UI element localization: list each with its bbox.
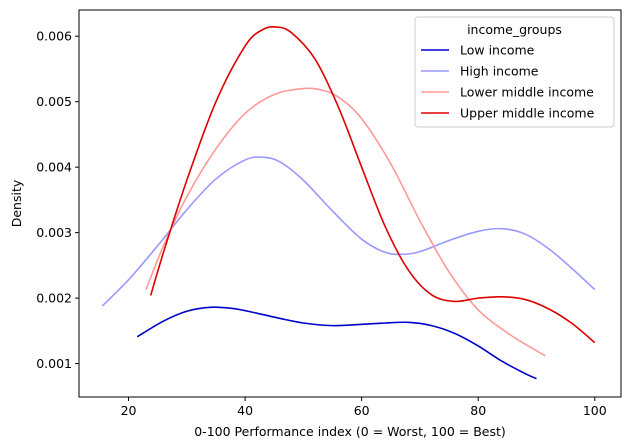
x-tick-label: 20	[121, 403, 137, 418]
x-tick-label: 40	[237, 403, 253, 418]
legend-items: Low income High income Lower middle income…	[421, 43, 595, 121]
legend-label: Low income	[460, 43, 535, 58]
y-tick-label: 0.003	[36, 225, 72, 240]
legend-label: Upper middle income	[460, 106, 595, 121]
plot-frame	[78, 9, 622, 398]
x-tick-label: 80	[470, 403, 486, 418]
series-lines	[101, 25, 596, 380]
x-axis: 20 40 60 80 100	[121, 397, 607, 418]
y-axis-label: Density	[9, 179, 24, 227]
series-line-4	[149, 25, 596, 344]
series-line-3	[145, 87, 546, 357]
legend-label: Lower middle income	[460, 85, 594, 100]
legend-title: income_groups	[467, 22, 562, 37]
y-tick-label: 0.001	[36, 356, 72, 371]
x-tick-label: 60	[354, 403, 370, 418]
x-axis-label: 0-100 Performance index (0 = Worst, 100 …	[194, 424, 506, 439]
legend-box	[414, 16, 615, 128]
y-tick-label: 0.002	[36, 291, 72, 306]
series-line-1	[136, 306, 537, 380]
y-axis: 0.001 0.002 0.003 0.004 0.005 0.006	[36, 29, 79, 371]
legend-label: High income	[460, 64, 539, 79]
y-tick-label: 0.004	[36, 160, 72, 175]
y-tick-label: 0.006	[36, 29, 72, 44]
x-tick-label: 100	[583, 403, 607, 418]
legend: income_groups Low income High income Lower…	[414, 16, 615, 128]
series-line-2	[101, 156, 596, 307]
y-tick-label: 0.005	[36, 94, 72, 109]
